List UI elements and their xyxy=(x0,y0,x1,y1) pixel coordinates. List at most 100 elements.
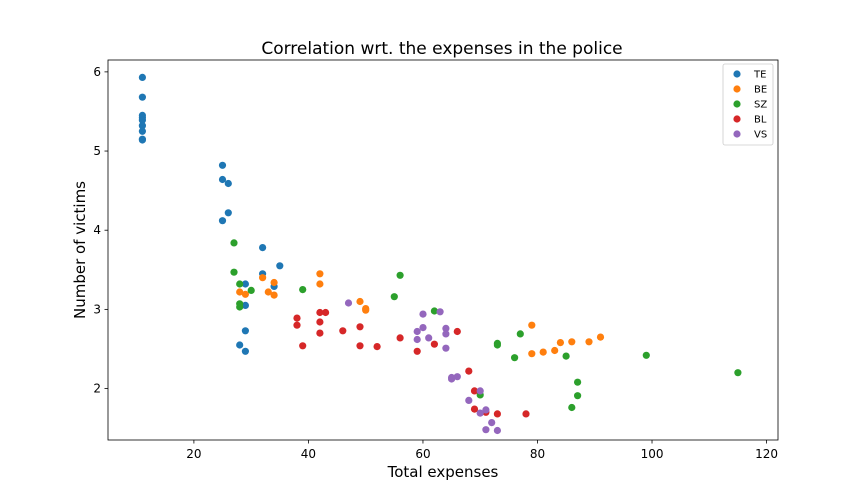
point-be-10 xyxy=(362,306,370,314)
point-bl-15 xyxy=(465,367,473,375)
point-vs-8 xyxy=(442,330,450,338)
point-vs-5 xyxy=(413,335,421,344)
point-vs-16 xyxy=(482,406,490,414)
y-axis-label: Number of victims xyxy=(71,181,89,319)
point-bl-17 xyxy=(470,405,479,413)
y-tick-label: 3 xyxy=(93,302,101,316)
point-bl-4 xyxy=(322,308,330,317)
legend-label-vs: VS xyxy=(754,130,767,141)
point-te-13 xyxy=(218,217,227,225)
point-bl-5 xyxy=(316,318,324,326)
point-vs-11 xyxy=(448,375,456,383)
point-vs-19 xyxy=(493,426,501,435)
point-be-17 xyxy=(585,338,593,346)
x-tick-label: 100 xyxy=(641,447,664,461)
point-vs-2 xyxy=(436,308,444,316)
point-vs-9 xyxy=(442,344,450,352)
axes: 20 40 60 80 100 120 2 3 4 5 6 xyxy=(93,59,779,461)
point-vs-12 xyxy=(453,373,461,381)
x-tick-label: 20 xyxy=(186,447,201,461)
legend-box xyxy=(722,63,774,146)
point-te-5 xyxy=(138,122,146,130)
y-tick-label: 6 xyxy=(93,65,101,79)
x-axis-label: Total expenses xyxy=(387,463,499,481)
point-bl-11 xyxy=(396,334,404,342)
legend-label-be: BE xyxy=(754,85,767,96)
point-vs-7 xyxy=(442,324,450,332)
legend-label-bl: BL xyxy=(754,115,767,126)
point-sz-3 xyxy=(247,286,255,294)
point-bl-19 xyxy=(493,410,501,418)
plot-area xyxy=(108,60,778,440)
point-be-7 xyxy=(316,280,324,288)
legend-marker-te xyxy=(733,70,741,78)
point-te-22 xyxy=(241,347,249,355)
point-sz-8 xyxy=(396,271,404,279)
y-tick-label: 2 xyxy=(93,382,101,396)
point-bl-6 xyxy=(316,329,324,337)
point-be-6 xyxy=(316,270,324,278)
point-te-15 xyxy=(276,262,284,270)
point-bl-3 xyxy=(316,308,324,317)
point-vs-15 xyxy=(476,409,484,417)
point-vs-1 xyxy=(419,310,427,318)
point-bl-8 xyxy=(356,323,364,331)
point-sz-11 xyxy=(493,341,501,349)
chart-title: Correlation wrt. the expenses in the pol… xyxy=(261,39,622,59)
point-bl-14 xyxy=(453,327,461,336)
point-te-6 xyxy=(138,127,146,135)
point-vs-6 xyxy=(425,334,433,342)
point-be-13 xyxy=(539,348,547,356)
y-tick-label: 4 xyxy=(93,223,101,237)
point-vs-13 xyxy=(465,396,473,404)
point-sz-16 xyxy=(574,392,582,400)
point-te-4 xyxy=(138,116,146,124)
legend-marker-be xyxy=(733,85,741,93)
x-tick-label: 60 xyxy=(415,447,430,461)
point-vs-14 xyxy=(476,387,484,395)
point-be-18 xyxy=(596,333,605,341)
point-sz-2 xyxy=(236,280,244,288)
point-te-10 xyxy=(218,175,227,184)
point-be-4 xyxy=(270,278,278,287)
point-be-11 xyxy=(528,321,536,329)
x-tick-label: 80 xyxy=(530,447,545,461)
x-tick-label: 40 xyxy=(301,447,316,461)
point-vs-18 xyxy=(482,426,490,434)
point-bl-7 xyxy=(339,327,347,335)
point-sz-1 xyxy=(230,268,238,276)
point-vs-4 xyxy=(419,324,427,332)
point-te-11 xyxy=(224,179,232,188)
point-bl-12 xyxy=(413,347,421,355)
point-be-8 xyxy=(356,297,364,306)
point-bl-2 xyxy=(299,342,307,350)
point-be-0 xyxy=(236,288,244,296)
point-bl-10 xyxy=(373,343,381,351)
point-te-0 xyxy=(138,73,146,81)
point-bl-9 xyxy=(356,342,364,350)
point-be-16 xyxy=(568,338,576,346)
point-te-9 xyxy=(218,161,227,169)
point-sz-15 xyxy=(574,378,582,386)
point-te-17 xyxy=(241,280,249,288)
point-te-19 xyxy=(241,301,249,309)
legend-label-sz: SZ xyxy=(754,100,767,111)
point-sz-5 xyxy=(236,303,244,311)
point-te-12 xyxy=(224,209,232,217)
point-sz-9 xyxy=(430,307,438,315)
point-be-12 xyxy=(528,350,536,358)
point-be-3 xyxy=(270,291,278,299)
point-te-14 xyxy=(259,244,267,252)
y-tick-label: 5 xyxy=(93,144,101,158)
x-tick-label: 120 xyxy=(755,447,778,461)
legend-marker-sz xyxy=(733,100,741,108)
point-sz-13 xyxy=(516,330,524,338)
point-sz-12 xyxy=(510,354,519,362)
point-sz-0 xyxy=(230,239,238,247)
legend-marker-bl xyxy=(733,115,741,123)
point-be-14 xyxy=(551,346,559,355)
point-bl-1 xyxy=(293,321,301,329)
point-bl-20 xyxy=(522,410,530,418)
point-sz-7 xyxy=(390,293,398,301)
point-te-21 xyxy=(236,341,244,349)
